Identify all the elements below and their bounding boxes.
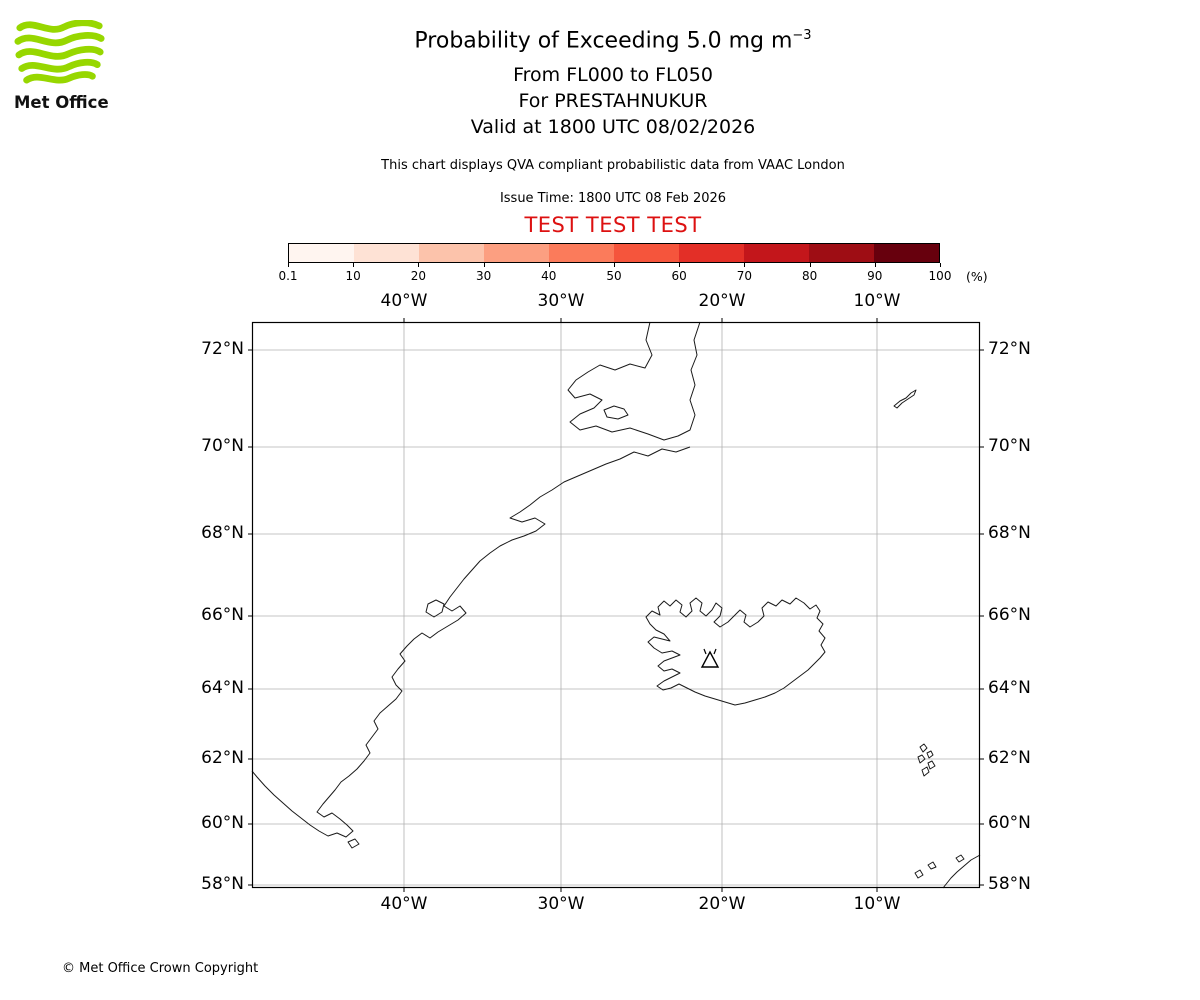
test-banner: TEST TEST TEST (524, 213, 702, 237)
lat-label-right: 70°N (988, 436, 1031, 456)
colorbar-segment (679, 244, 744, 262)
met-office-logo: Met Office (14, 19, 118, 112)
lat-label-right: 64°N (988, 678, 1031, 698)
chart-title-text: Probability of Exceeding 5.0 mg m (414, 28, 793, 54)
colorbar-segment (549, 244, 614, 262)
colorbar-tick-label: 30 (475, 269, 492, 283)
colorbar-tick (418, 263, 420, 267)
colorbar-tick (874, 263, 876, 267)
coastline (914, 854, 981, 889)
colorbar-tick (809, 263, 811, 267)
lon-label-bottom: 10°W (853, 894, 901, 914)
colorbar-tick (614, 263, 615, 267)
colorbar-tick-label: 80 (801, 269, 818, 283)
lat-label-right: 58°N (988, 874, 1031, 894)
lat-label-right: 62°N (988, 748, 1031, 768)
lat-label-right: 68°N (988, 523, 1031, 543)
chart-title: Probability of Exceeding 5.0 mg m−3 (26, 28, 1200, 53)
coastline (251, 446, 691, 838)
colorbar-tick-label: 20 (410, 269, 427, 283)
colorbar-tick-label: 90 (867, 269, 883, 283)
coastline (645, 597, 826, 706)
colorbar-tick (679, 263, 681, 267)
chart-title-exponent: −3 (792, 28, 812, 43)
colorbar-tick (940, 263, 941, 267)
coastline (603, 405, 629, 420)
colorbar-tick-label: 60 (671, 269, 687, 283)
colorbar-segment (809, 244, 874, 262)
colorbar-segment (289, 244, 354, 262)
colorbar-segment (484, 244, 549, 262)
colorbar-tick (483, 263, 485, 267)
colorbar-tick-label: 100 (928, 269, 952, 283)
coastline (917, 743, 936, 777)
lon-label-bottom: 20°W (698, 894, 746, 914)
lat-label-left: 70°N (201, 436, 244, 456)
logo-waves-icon (14, 19, 105, 84)
colorbar-tick (744, 263, 746, 267)
coastline (893, 389, 917, 409)
map-svg (248, 318, 984, 892)
lon-label-bottom: 40°W (380, 894, 428, 914)
subtitle-volcano-name: For PRESTAHNUKUR (518, 90, 708, 112)
lon-label-bottom: 30°W (537, 894, 585, 914)
volcano-vent-icon (703, 648, 717, 655)
lon-label-top: 40°W (380, 291, 428, 311)
lat-label-right: 66°N (988, 605, 1031, 625)
colorbar-tick-label: 0.1 (278, 269, 298, 283)
colorbar-tick (288, 263, 289, 267)
lon-label-top: 10°W (853, 291, 901, 311)
subtitle-valid-time: Valid at 1800 UTC 08/02/2026 (470, 116, 756, 138)
lat-label-right: 60°N (988, 813, 1031, 833)
copyright: © Met Office Crown Copyright (62, 961, 259, 976)
colorbar-tick (353, 263, 355, 267)
lat-label-left: 60°N (201, 813, 244, 833)
colorbar-segment (419, 244, 484, 262)
colorbar (288, 243, 940, 263)
colorbar-tick-label: 50 (606, 269, 622, 283)
lat-label-right: 72°N (988, 339, 1031, 359)
colorbar-segment (354, 244, 419, 262)
issue-time: Issue Time: 1800 UTC 08 Feb 2026 (499, 191, 727, 206)
logo-text: Met Office (14, 93, 109, 112)
map-border (251, 321, 981, 889)
lat-label-left: 58°N (201, 874, 244, 894)
lon-label-top: 20°W (698, 291, 746, 311)
lon-label-top: 30°W (537, 291, 585, 311)
coastline (567, 321, 701, 441)
qva-description: This chart displays QVA compliant probab… (381, 158, 845, 173)
map (248, 318, 984, 892)
colorbar-tick-label: 70 (736, 269, 753, 283)
lat-label-left: 72°N (201, 339, 244, 359)
colorbar-segment (874, 244, 939, 262)
colorbar-segments (289, 244, 939, 262)
lat-label-left: 62°N (201, 748, 244, 768)
lat-label-left: 64°N (201, 678, 244, 698)
colorbar-segment (744, 244, 809, 262)
coastline (425, 599, 445, 618)
subtitle-flight-levels: From FL000 to FL050 (513, 64, 713, 86)
coastline (347, 838, 360, 849)
volcano-marker (700, 650, 720, 668)
colorbar-tick (548, 263, 550, 267)
colorbar-tick-label: 10 (345, 269, 361, 283)
colorbar-segment (614, 244, 679, 262)
colorbar-tick-label: 40 (541, 269, 557, 283)
lat-label-left: 68°N (201, 523, 244, 543)
colorbar-unit-label: (%) (966, 269, 988, 284)
lat-label-left: 66°N (201, 605, 244, 625)
